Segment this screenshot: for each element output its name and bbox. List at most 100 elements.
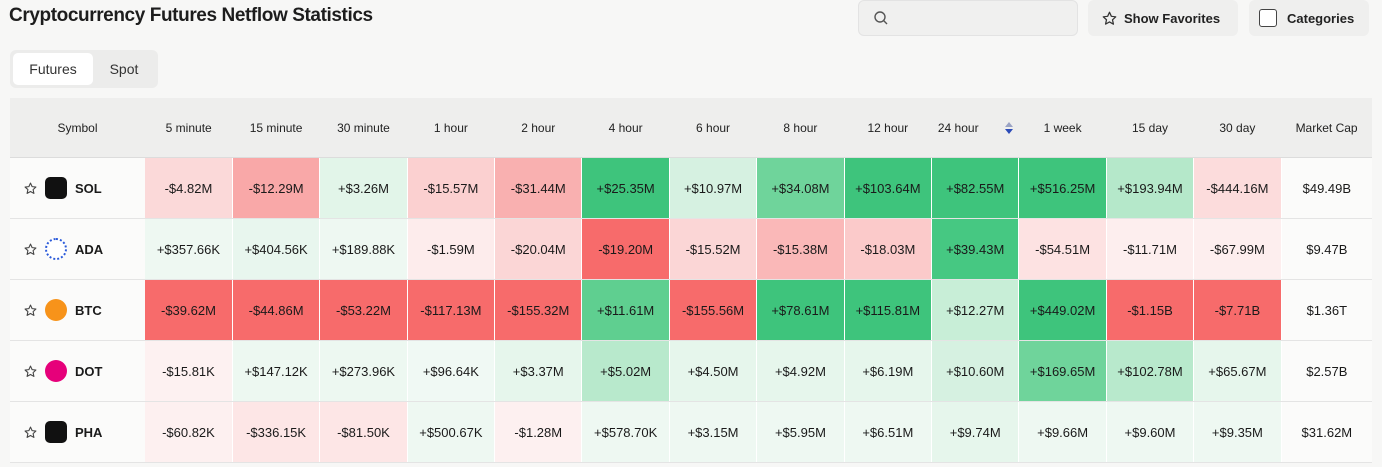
column-header[interactable]: 8 hour (756, 98, 845, 158)
favorite-star[interactable] (24, 243, 37, 256)
column-header[interactable]: 30 day (1193, 98, 1282, 158)
netflow-cell: +$3.15M (669, 401, 758, 463)
column-header[interactable]: Market Cap (1281, 98, 1373, 158)
column-header[interactable]: 15 minute (232, 98, 320, 158)
table-row: BTC -$39.62M -$44.86M -$53.22M -$117.13M -$15… (10, 279, 1373, 341)
table-row: DOT -$15.81K +$147.12K +$273.96K +$96.64K +$3… (10, 340, 1373, 402)
symbol-name: ADA (75, 241, 104, 257)
symbol-wrap: BTC (10, 299, 145, 321)
netflow-cell: +$10.97M (669, 157, 758, 219)
coin-icon (45, 238, 67, 260)
page-title: Cryptocurrency Futures Netflow Statistic… (9, 5, 373, 26)
column-header[interactable]: 30 minute (319, 98, 408, 158)
column-header[interactable]: 12 hour (844, 98, 932, 158)
netflow-cell: +$147.12K (232, 340, 321, 402)
coin-icon (45, 421, 67, 443)
table-row: SOL -$4.82M -$12.29M +$3.26M -$15.57M -$31.44… (10, 157, 1373, 219)
netflow-cell: +$96.64K (407, 340, 496, 402)
column-header[interactable]: 1 hour (407, 98, 495, 158)
favorite-star[interactable] (24, 365, 37, 378)
tab[interactable]: Spot (109, 61, 139, 77)
column-header[interactable]: 15 day (1106, 98, 1194, 158)
symbol-cell: SOL (10, 157, 145, 219)
netflow-cell: +$516.25M (1018, 157, 1107, 219)
netflow-cell: +$9.35M (1193, 401, 1282, 463)
netflow-cell: -$1.59M (407, 218, 496, 280)
symbol-name: SOL (75, 180, 102, 196)
netflow-cell: +$10.60M (931, 340, 1020, 402)
favorite-star[interactable] (24, 182, 37, 195)
netflow-cell: +$11.61M (581, 279, 670, 341)
netflow-cell: -$60.82K (145, 401, 233, 463)
show-favorites-label: Show Favorites (1124, 10, 1221, 26)
netflow-cell: -$155.32M (494, 279, 583, 341)
netflow-cell: -$20.04M (494, 218, 583, 280)
star-icon (1102, 11, 1117, 25)
netflow-cell: -$19.20M (581, 218, 670, 280)
symbol-wrap: PHA (10, 421, 145, 443)
netflow-cell: -$11.71M (1106, 218, 1195, 280)
netflow-cell: -$117.13M (407, 279, 496, 341)
netflow-cell: +$82.55M (931, 157, 1020, 219)
coin-icon (45, 299, 67, 321)
netflow-cell: -$12.29M (232, 157, 321, 219)
column-header: Symbol (10, 98, 145, 158)
netflow-cell: +$102.78M (1106, 340, 1195, 402)
categories-checkbox[interactable] (1259, 9, 1277, 27)
symbol-cell: ADA (10, 218, 145, 280)
market-cap-cell: $31.62M (1281, 401, 1373, 463)
netflow-cell: +$5.95M (756, 401, 845, 463)
search-icon (874, 11, 888, 25)
column-header[interactable]: 4 hour (581, 98, 670, 158)
market-tabs: Futures Spot (10, 50, 158, 88)
netflow-cell: -$44.86M (232, 279, 321, 341)
netflow-cell: +$169.65M (1018, 340, 1107, 402)
market-cap-cell: $9.47B (1281, 218, 1373, 280)
netflow-cell: -$15.52M (669, 218, 758, 280)
symbol-name: BTC (75, 302, 102, 318)
symbol-wrap: DOT (10, 360, 145, 382)
netflow-cell: -$155.56M (669, 279, 758, 341)
netflow-cell: +$39.43M (931, 218, 1020, 280)
netflow-cell: -$53.22M (319, 279, 408, 341)
netflow-cell: +$115.81M (844, 279, 933, 341)
netflow-cell: +$103.64M (844, 157, 933, 219)
favorite-star[interactable] (24, 426, 37, 439)
netflow-cell: -$7.71B (1193, 279, 1282, 341)
netflow-cell: +$404.56K (232, 218, 321, 280)
netflow-cell: +$500.67K (407, 401, 496, 463)
netflow-cell: -$1.28M (494, 401, 583, 463)
netflow-cell: -$4.82M (145, 157, 233, 219)
categories-button[interactable]: Categories (1249, 0, 1369, 36)
netflow-cell: -$31.44M (494, 157, 583, 219)
netflow-cell: +$449.02M (1018, 279, 1107, 341)
netflow-cell: +$6.19M (844, 340, 933, 402)
netflow-cell: -$39.62M (145, 279, 233, 341)
symbol-cell: DOT (10, 340, 145, 402)
column-header[interactable]: 2 hour (494, 98, 582, 158)
categories-label: Categories (1287, 10, 1355, 26)
search-box[interactable] (858, 0, 1078, 36)
netflow-cell: +$578.70K (581, 401, 670, 463)
favorite-star[interactable] (24, 304, 37, 317)
netflow-cell: +$9.60M (1106, 401, 1195, 463)
column-header[interactable]: 1 week (1018, 98, 1107, 158)
netflow-cell: -$1.15B (1106, 279, 1195, 341)
sort-icon[interactable] (1004, 122, 1013, 135)
netflow-cell: +$65.67M (1193, 340, 1282, 402)
column-header[interactable]: 24 hour (931, 98, 1019, 158)
table-row: PHA -$60.82K -$336.15K -$81.50K +$500.67K -$1… (10, 401, 1373, 463)
netflow-cell: +$357.66K (145, 218, 233, 280)
netflow-cell: +$5.02M (581, 340, 670, 402)
netflow-cell: +$6.51M (844, 401, 933, 463)
netflow-cell: +$34.08M (756, 157, 845, 219)
netflow-cell: -$54.51M (1018, 218, 1107, 280)
tab[interactable]: Futures (13, 53, 93, 85)
column-header[interactable]: 6 hour (669, 98, 757, 158)
column-header[interactable]: 5 minute (145, 98, 233, 158)
market-cap-cell: $1.36T (1281, 279, 1373, 341)
netflow-cell: +$273.96K (319, 340, 408, 402)
netflow-cell: +$4.92M (756, 340, 845, 402)
show-favorites-button[interactable]: Show Favorites (1088, 0, 1238, 36)
netflow-cell: +$78.61M (756, 279, 845, 341)
